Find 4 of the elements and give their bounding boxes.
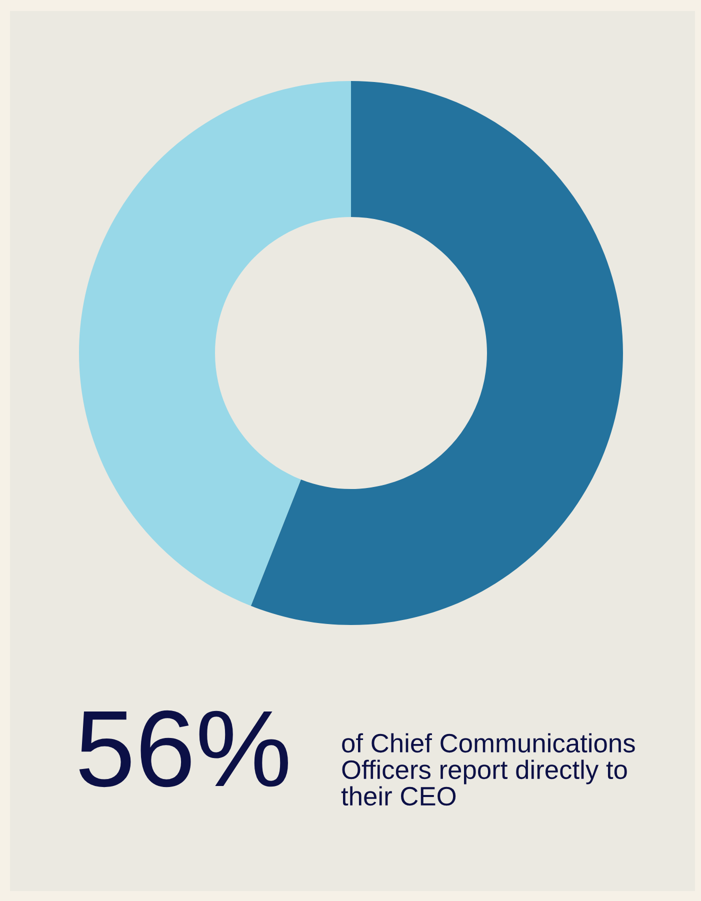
donut-slice (250, 81, 623, 625)
donut-slice (79, 81, 351, 606)
text: 56% (79, 710, 288, 788)
text: of Chief Communications Officers report directly to their CEO (341, 733, 635, 806)
